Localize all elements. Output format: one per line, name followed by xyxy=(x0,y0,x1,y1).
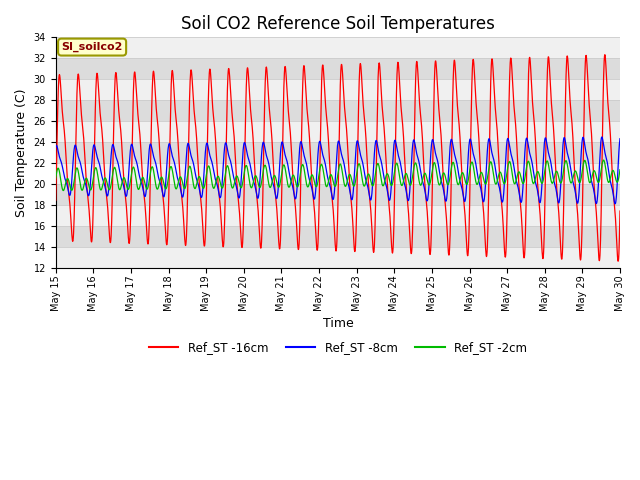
Legend: Ref_ST -16cm, Ref_ST -8cm, Ref_ST -2cm: Ref_ST -16cm, Ref_ST -8cm, Ref_ST -2cm xyxy=(144,336,532,359)
Ref_ST -8cm xyxy=(611,201,619,207)
Ref_ST -16cm xyxy=(326,169,334,175)
Ref_ST -16cm xyxy=(601,52,609,58)
Bar xyxy=(56,184,620,205)
Ref_ST -2cm xyxy=(326,172,334,178)
Ref_ST -16cm xyxy=(52,197,60,203)
Ref_ST -8cm xyxy=(81,178,88,184)
Ref_ST -8cm xyxy=(326,183,334,189)
Ref_ST -16cm xyxy=(600,73,607,79)
Line: Ref_ST -16cm: Ref_ST -16cm xyxy=(56,55,620,261)
Ref_ST -8cm xyxy=(598,134,606,140)
Ref_ST -16cm xyxy=(311,219,319,225)
Title: Soil CO2 Reference Soil Temperatures: Soil CO2 Reference Soil Temperatures xyxy=(181,15,495,33)
Bar xyxy=(56,121,620,142)
Bar xyxy=(56,37,620,58)
Line: Ref_ST -2cm: Ref_ST -2cm xyxy=(56,160,620,191)
X-axis label: Time: Time xyxy=(323,317,353,330)
Ref_ST -8cm xyxy=(600,144,608,150)
Ref_ST -8cm xyxy=(616,136,624,142)
Bar xyxy=(56,205,620,226)
Ref_ST -16cm xyxy=(614,258,622,264)
Ref_ST -2cm xyxy=(600,158,608,164)
Ref_ST -2cm xyxy=(497,169,504,175)
Bar xyxy=(56,226,620,247)
Ref_ST -16cm xyxy=(616,208,624,214)
Ref_ST -8cm xyxy=(52,144,60,150)
Ref_ST -2cm xyxy=(60,188,67,193)
Ref_ST -8cm xyxy=(311,193,319,199)
Ref_ST -2cm xyxy=(52,175,60,181)
Bar xyxy=(56,58,620,79)
Text: SI_soilco2: SI_soilco2 xyxy=(61,42,123,52)
Bar xyxy=(56,247,620,268)
Ref_ST -2cm xyxy=(616,167,624,173)
Y-axis label: Soil Temperature (C): Soil Temperature (C) xyxy=(15,88,28,217)
Bar xyxy=(56,79,620,100)
Ref_ST -8cm xyxy=(600,143,607,148)
Bar xyxy=(56,100,620,121)
Ref_ST -2cm xyxy=(600,157,608,163)
Ref_ST -16cm xyxy=(496,181,504,187)
Ref_ST -16cm xyxy=(81,149,88,155)
Line: Ref_ST -8cm: Ref_ST -8cm xyxy=(56,137,620,204)
Ref_ST -2cm xyxy=(600,157,607,163)
Bar xyxy=(56,142,620,163)
Ref_ST -2cm xyxy=(81,179,89,184)
Ref_ST -2cm xyxy=(312,183,319,189)
Ref_ST -8cm xyxy=(496,188,504,194)
Ref_ST -16cm xyxy=(600,84,607,90)
Bar xyxy=(56,163,620,184)
